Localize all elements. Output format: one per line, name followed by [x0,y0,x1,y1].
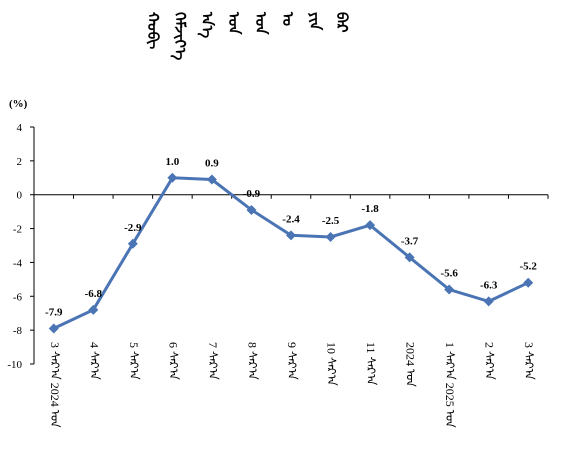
data-label: 0.9 [205,157,219,169]
title-line: ᠤ [279,11,297,26]
x-category-label: 4 ᠰᠠᠷ᠎ᠠ [87,342,101,381]
data-label: -2.9 [124,222,142,234]
x-category-label: 9 ᠰᠠᠷ᠎ᠠ [285,342,299,381]
chart-title: ᠬᠤᠪᠢ ᠬᠡᠮᠵᠢᠶ᠎ᠡ ᠡᠨ᠎ᠡ ᠤᠨ ᠣᠨ ᠤ ᠶᠢᠨ ᠪᠠᠷ [144,11,351,60]
x-category-label: 1 ᠰᠠᠷ᠎ᠠ 2025 ᠣᠨ [443,342,457,428]
x-category-label: 8 ᠰᠠᠷ᠎ᠠ [245,342,259,381]
y-ticks: 4 2 0 -2 -4 -6 -8 -10 [7,122,34,371]
data-label: -5.6 [440,268,458,280]
x-category-label: 3 ᠰᠠᠷ᠎ᠠ [522,342,536,381]
axes [33,127,549,364]
data-label: -6.3 [480,279,498,291]
x-category-label: 3 ᠰᠠᠷ᠎ᠠ 2024 ᠣᠨ [48,342,62,428]
data-point-marker [286,230,296,241]
title-line: ᠶᠢᠨ [306,12,324,31]
data-point-marker [127,238,138,249]
data-point-marker [325,232,336,243]
data-label: -0.9 [243,188,261,200]
x-category-label: 6 ᠰᠠᠷ᠎ᠠ [166,342,180,381]
y-tick-label: 4 [17,122,23,134]
data-point-marker [48,323,59,334]
data-label: -2.4 [282,213,300,225]
title-line: ᠣᠨ [252,11,270,35]
series-line [53,176,529,330]
data-point-marker [167,172,178,183]
x-category-label: 5 ᠰᠠᠷ᠎ᠠ [127,342,141,381]
title-line: ᠬᠤᠪᠢ [144,12,162,49]
x-category-label: 11 ᠰᠠᠷ᠎ᠠ [364,342,378,386]
data-point-marker [88,304,99,315]
title-line: ᠪᠠᠷ [333,12,351,33]
y-tick-label: 2 [17,156,23,168]
data-label: -7.9 [45,306,63,318]
x-category-label: 7 ᠰᠠᠷ᠎ᠠ [206,342,220,381]
series-markers [48,172,534,334]
y-tick-label: -8 [13,325,23,337]
title-line: ᠬᠡᠮᠵᠢᠶ᠎ᠡ [171,12,189,60]
data-point-marker [404,252,415,263]
y-tick-label: 0 [17,190,23,202]
data-label: 1.0 [166,156,180,168]
data-labels: -7.9 -6.8 -2.9 1.0 0.9 -0.9 -2.4 -2.5 -1.8 -3.7 -5… [45,156,537,319]
data-label: -5.2 [520,261,538,273]
title-line: ᠡᠨ᠎ᠡ [198,11,216,38]
title-line: ᠤᠨ [225,11,243,35]
data-point-marker [246,204,257,215]
y-tick-label: -4 [13,257,23,269]
data-point-marker [523,277,534,288]
data-point-marker [206,174,217,185]
x-category-label: 2024 ᠣᠨ [404,342,418,387]
y-tick-label: -6 [13,291,23,303]
data-label: -2.5 [322,215,340,227]
x-category-labels: 3 ᠰᠠᠷ᠎ᠠ 2024 ᠣᠨ 4 ᠰᠠᠷ᠎ᠠ 5 ᠰᠠᠷ᠎ᠠ 6 ᠰᠠᠷ᠎ᠠ 7 ᠰᠠ… [48,342,536,428]
data-label: -6.8 [85,288,103,300]
x-category-label: 2 ᠰᠠᠷ᠎ᠠ [483,342,497,381]
data-point-marker [365,220,376,231]
data-point-marker [444,284,455,295]
y-unit-label: (%) [9,98,28,110]
data-label: -3.7 [401,235,419,247]
y-tick-label: -10 [7,359,22,371]
data-point-marker [483,296,494,307]
y-tick-label: -2 [13,224,22,236]
x-category-label: 10 ᠰᠠᠷ᠎ᠠ [325,342,339,387]
data-label: -1.8 [361,203,379,215]
